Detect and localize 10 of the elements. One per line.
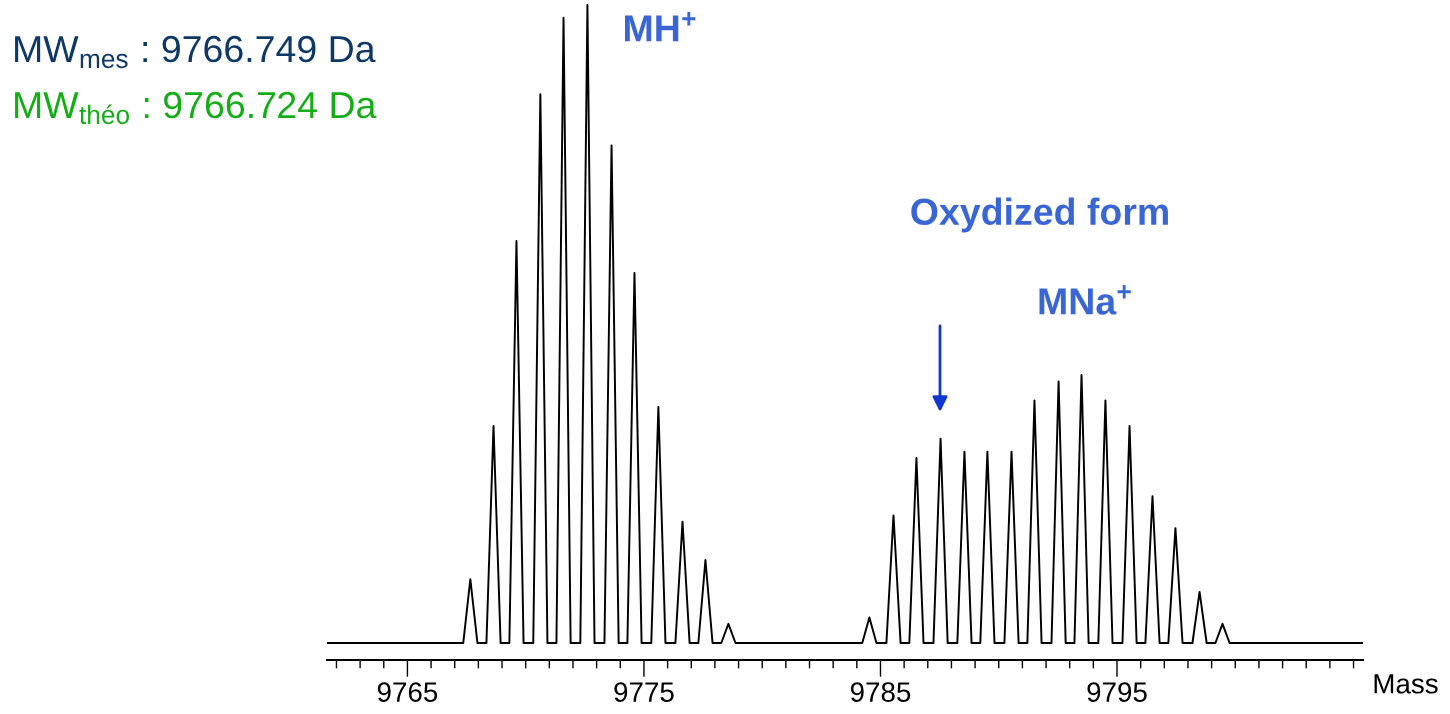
x-tick-label: 9785	[850, 682, 911, 702]
annotation: MH$^{+}$	[625, 12, 696, 42]
x-tick-label: 9795	[1087, 682, 1147, 702]
annotation: MW$_{théo}$ : 9766.724 Da	[15, 91, 377, 125]
x-tick-label: 9765	[377, 682, 438, 702]
annotation: MW$_{mes}$ : 9766.749 Da	[15, 35, 376, 69]
x-tick-label: 9775	[614, 682, 674, 702]
x-axis-title: Mass	[1374, 674, 1438, 694]
annotation: MNa$^{+}$	[1039, 285, 1131, 315]
annotation: Oxydized form	[911, 197, 1168, 233]
